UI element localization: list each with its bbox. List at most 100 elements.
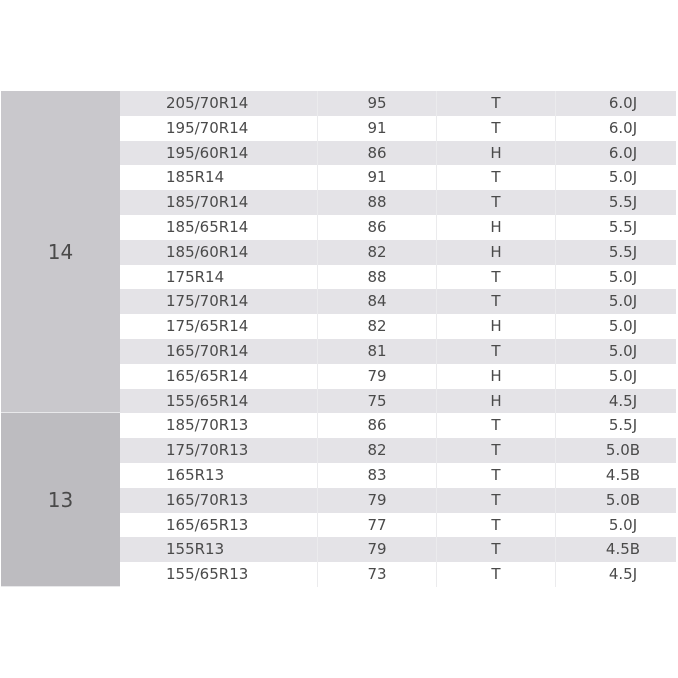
load-index-cell: 79 [318, 363, 437, 389]
speed-rating-cell: H [437, 214, 556, 240]
load-index-cell: 95 [318, 91, 437, 116]
tire-size-cell: 165/65R13 [120, 512, 318, 538]
speed-rating-cell: T [437, 190, 556, 215]
rim-width-cell: 5.5J [608, 416, 638, 435]
load-index-cell: 73 [318, 562, 437, 587]
speed-rating-cell: H [437, 140, 556, 166]
rim-width-cell: 5.5J [608, 242, 638, 261]
tire-size-cell: 195/60R14 [120, 140, 318, 166]
rim-width-cell: 5.0J [608, 267, 638, 286]
rim-width-cell: 5.5J [608, 193, 638, 212]
table-row: 185/70R13 86 T 5.5J [120, 413, 676, 439]
speed-rating-cell: T [437, 487, 556, 513]
table-row: 165/70R13 79 T 5.0B [120, 487, 676, 513]
speed-rating-cell: T [437, 289, 556, 315]
load-index-cell: 88 [318, 190, 437, 215]
speed-rating-cell: T [437, 537, 556, 563]
rim-width-cell: 4.5B [605, 465, 641, 484]
load-index-cell: 91 [318, 165, 437, 191]
table-row: 175/65R14 82 H 5.0J [120, 314, 676, 339]
tire-size-cell: 205/70R14 [120, 91, 318, 116]
tire-size-cell: 165/70R14 [120, 338, 318, 364]
speed-rating-cell: T [437, 264, 556, 290]
load-index-cell: 82 [318, 239, 437, 265]
rim-width-cell: 5.5J [608, 217, 638, 236]
rim-group: 14 205/70R14 95 T 6.0J 195/70R14 91 T 6.0J 195/60… [1, 91, 676, 414]
tire-size-cell: 185/60R14 [120, 239, 318, 265]
rim-width-cell: 5.0J [608, 168, 638, 187]
table-row: 185R14 91 T 5.0J [120, 165, 676, 191]
table-row: 205/70R14 95 T 6.0J [120, 91, 676, 116]
rim-diameter-cell: 14 [1, 91, 120, 414]
table-row: 155/65R13 73 T 4.5J [120, 562, 676, 587]
load-index-cell: 75 [318, 388, 437, 414]
tire-size-cell: 155R13 [120, 537, 318, 563]
speed-rating-cell: T [437, 165, 556, 191]
rim-width-cell: 5.0J [608, 515, 638, 534]
speed-rating-cell: H [437, 314, 556, 339]
tire-size-cell: 185/70R14 [120, 190, 318, 215]
speed-rating-cell: H [437, 388, 556, 414]
tire-size-cell: 175R14 [120, 264, 318, 290]
load-index-cell: 77 [318, 512, 437, 538]
load-index-cell: 84 [318, 289, 437, 315]
rim-width-cell: 6.0J [608, 118, 638, 137]
load-index-cell: 81 [318, 338, 437, 364]
rim-width-cell: 4.5B [605, 540, 641, 559]
rim-width-cell: 5.0J [608, 341, 638, 360]
tire-size-cell: 155/65R14 [120, 388, 318, 414]
table-row: 175/70R14 84 T 5.0J [120, 289, 676, 315]
speed-rating-cell: H [437, 239, 556, 265]
rim-diameter-cell: 13 [1, 413, 120, 587]
load-index-cell: 79 [318, 537, 437, 563]
table-row: 165R13 83 T 4.5B [120, 462, 676, 488]
table-row: 165/70R14 81 T 5.0J [120, 338, 676, 364]
table-row: 195/70R14 91 T 6.0J [120, 115, 676, 141]
load-index-cell: 86 [318, 413, 437, 439]
load-index-cell: 83 [318, 462, 437, 488]
load-index-cell: 86 [318, 140, 437, 166]
table-row: 155R13 79 T 4.5B [120, 537, 676, 563]
tire-size-cell: 165/70R13 [120, 487, 318, 513]
tire-size-cell: 185/70R13 [120, 413, 318, 439]
speed-rating-cell: T [437, 91, 556, 116]
rim-width-cell: 4.5J [608, 391, 638, 410]
load-index-cell: 86 [318, 214, 437, 240]
rim-width-cell: 6.0J [608, 94, 638, 112]
load-index-cell: 82 [318, 438, 437, 463]
rim-width-cell: 6.0J [608, 143, 638, 162]
tire-size-cell: 185R14 [120, 165, 318, 191]
speed-rating-cell: T [437, 462, 556, 488]
table-row: 195/60R14 86 H 6.0J [120, 140, 676, 166]
table-row: 185/65R14 86 H 5.5J [120, 214, 676, 240]
tire-size-cell: 195/70R14 [120, 115, 318, 141]
speed-rating-cell: T [437, 562, 556, 587]
table-row: 175/70R13 82 T 5.0B [120, 438, 676, 463]
load-index-cell: 91 [318, 115, 437, 141]
tire-size-cell: 155/65R13 [120, 562, 318, 587]
rim-width-cell: 5.0J [608, 292, 638, 311]
load-index-cell: 82 [318, 314, 437, 339]
rim-width-cell: 5.0J [608, 366, 638, 385]
tire-size-cell: 175/70R14 [120, 289, 318, 315]
tire-size-cell: 185/65R14 [120, 214, 318, 240]
table-row: 165/65R14 79 H 5.0J [120, 363, 676, 389]
table-row: 185/60R14 82 H 5.5J [120, 239, 676, 265]
speed-rating-cell: H [437, 363, 556, 389]
tire-size-cell: 165R13 [120, 462, 318, 488]
tire-size-cell: 165/65R14 [120, 363, 318, 389]
table-row: 175R14 88 T 5.0J [120, 264, 676, 290]
speed-rating-cell: T [437, 413, 556, 439]
rim-width-cell: 5.0J [608, 317, 638, 336]
speed-rating-cell: T [437, 512, 556, 538]
tire-size-cell: 175/65R14 [120, 314, 318, 339]
table-row: 155/65R14 75 H 4.5J [120, 388, 676, 414]
speed-rating-cell: T [437, 438, 556, 463]
tire-size-table: 14 205/70R14 95 T 6.0J 195/70R14 91 T 6.0J 195/60… [1, 91, 676, 587]
table-row: 185/70R14 88 T 5.5J [120, 190, 676, 215]
rim-group: 13 185/70R13 86 T 5.5J 175/70R13 82 T 5.0B 165R13… [1, 413, 676, 587]
speed-rating-cell: T [437, 115, 556, 141]
rim-width-cell: 5.0B [605, 490, 641, 509]
table-row: 165/65R13 77 T 5.0J [120, 512, 676, 538]
load-index-cell: 88 [318, 264, 437, 290]
